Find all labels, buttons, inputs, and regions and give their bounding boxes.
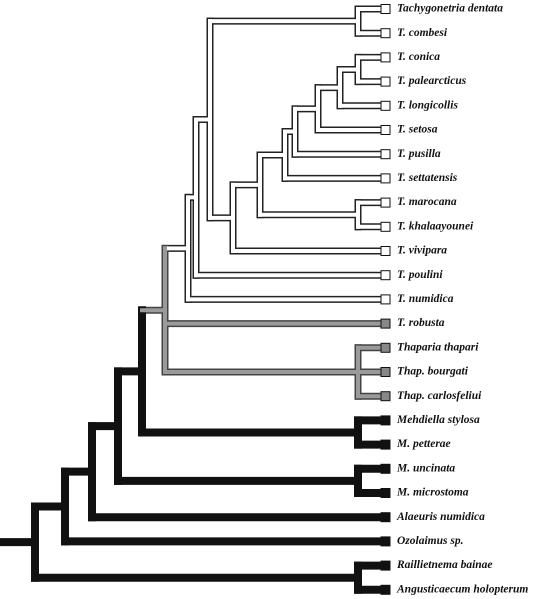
taxon-label: Alaeuris numidica — [396, 511, 485, 523]
taxon-box — [380, 4, 391, 14]
taxon-box — [380, 294, 391, 305]
taxon-box — [380, 318, 391, 329]
taxon-label: T. setosa — [397, 124, 438, 136]
taxon-label: T. pusilla — [397, 148, 441, 160]
taxon-label: Ozolaimus sp. — [397, 535, 463, 547]
taxon-label: Mehdiella stylosa — [396, 414, 480, 426]
taxon-label: M. microstoma — [396, 487, 469, 499]
taxon-label: T. settatensis — [397, 172, 458, 184]
taxon-box — [380, 512, 391, 523]
taxon-box — [380, 100, 391, 111]
taxon-box — [380, 391, 391, 402]
taxon-label: M. uncinata — [396, 462, 455, 474]
taxon-label: T. vivipara — [397, 245, 447, 257]
taxon-box — [380, 221, 391, 232]
taxon-box — [380, 246, 391, 256]
taxon-box — [380, 463, 391, 474]
taxon-label: T. poulini — [397, 269, 443, 281]
taxon-box — [380, 125, 391, 135]
taxon-box — [380, 439, 391, 450]
taxon-box — [380, 488, 391, 498]
taxon-box — [380, 367, 391, 377]
taxon-label: Raillietnema bainae — [396, 559, 493, 571]
taxon-box — [380, 536, 391, 547]
taxon-label: T. longicollis — [397, 99, 458, 111]
taxon-label: T. numidica — [397, 293, 454, 305]
taxon-label: T. palearcticus — [397, 75, 467, 87]
taxon-label: T. khalaayounei — [397, 220, 474, 232]
taxon-label: Angusticaecum holopterum — [396, 583, 528, 595]
taxon-label: T. combesi — [397, 27, 448, 39]
taxon-label: Thaparia thapari — [397, 341, 479, 353]
taxon-box — [380, 173, 391, 184]
taxon-box — [380, 76, 391, 87]
taxon-box — [380, 52, 391, 63]
taxon-label: T. robusta — [397, 317, 445, 329]
taxon-label: Thap. carlosfeliui — [397, 390, 482, 402]
taxon-label: T. conica — [397, 51, 440, 63]
taxon-box — [380, 270, 391, 281]
taxon-label: Tachygonetria dentata — [397, 3, 503, 15]
taxon-box — [380, 28, 391, 39]
taxon-label: Thap. bourgati — [397, 366, 469, 378]
taxon-box — [380, 342, 391, 353]
taxon-box — [380, 197, 391, 208]
taxon-box — [380, 584, 391, 595]
taxon-label: M. petterae — [396, 438, 451, 450]
taxon-box — [380, 415, 391, 426]
taxon-box — [380, 560, 391, 571]
taxon-label: T. marocana — [397, 196, 457, 208]
taxon-box — [380, 149, 391, 160]
